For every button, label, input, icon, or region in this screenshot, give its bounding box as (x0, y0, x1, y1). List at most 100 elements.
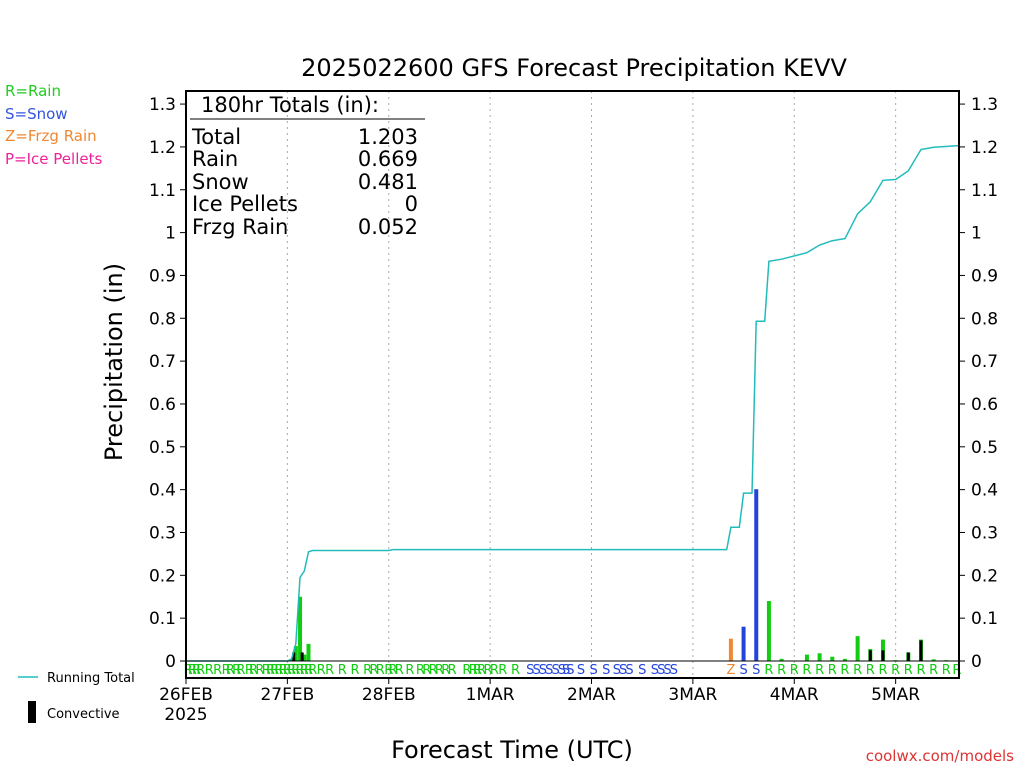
running-total-legend-label: Running Total (47, 671, 135, 686)
y-tick-label-left: 0.4 (149, 481, 176, 501)
ptype-letter: S (532, 663, 540, 678)
convective-bar (292, 652, 296, 661)
convective-layer (292, 640, 923, 661)
ptype-letter: R (790, 663, 799, 678)
ptype-letter: R (952, 663, 961, 678)
convective-bar (906, 652, 910, 661)
ptype-letter: R (764, 663, 773, 678)
ptype-letter: R (222, 663, 231, 678)
y-tick-label-right: 0.3 (971, 523, 998, 543)
precip-bar (842, 658, 847, 661)
ptype-letter: R (469, 663, 478, 678)
precip-bar (289, 658, 294, 661)
ptype-letter: R (462, 663, 471, 678)
ptype-letter: R (192, 663, 201, 678)
precip-bar (779, 658, 784, 661)
totals-label-frzg-rain: Frzg Rain (192, 215, 288, 239)
ptype-letter: R (395, 663, 404, 678)
ptype-letter: R (274, 663, 283, 678)
ptype-letter: S (562, 663, 570, 678)
ptype-letter: R (384, 663, 393, 678)
y-tick-label-left: 1 (165, 224, 176, 244)
ptype-letter: R (511, 663, 520, 678)
ptype-letter: S (670, 663, 678, 678)
x-tick-label: 27FEB (260, 685, 314, 705)
y-tick-label-right: 1.3 (971, 95, 998, 115)
ptype-letter: R (483, 663, 492, 678)
precip-bar (931, 659, 936, 661)
convective-swatch (28, 701, 36, 723)
ptype-letter: R (376, 663, 385, 678)
ptype-letter: R (255, 663, 264, 678)
ptype-letter: R (490, 663, 499, 678)
ptype-letter: S (638, 663, 646, 678)
precip-bar (855, 636, 860, 661)
precip-bar (306, 643, 311, 661)
ptype-letter: R (213, 663, 222, 678)
y-tick-label-right: 0.6 (971, 395, 998, 415)
precip-bar (804, 654, 809, 661)
y-tick-label-left: 1.2 (149, 138, 176, 158)
y-tick-label-right: 0.8 (971, 309, 998, 329)
ptype-letter: R (363, 663, 372, 678)
ptype-letter: R (866, 663, 875, 678)
ptype-letter: R (205, 663, 214, 678)
totals-value-frzg-rain: 0.052 (358, 215, 418, 239)
ptype-letter: S (657, 663, 665, 678)
ptype-letter: R (188, 663, 197, 678)
totals-value-total: 1.203 (358, 125, 418, 149)
ptype-letter: S (551, 663, 559, 678)
x-tick-label: 26FEB (159, 685, 213, 705)
ptype-letter: S (602, 663, 610, 678)
ptype-letter: R (350, 663, 359, 678)
ptype-letter: R (245, 663, 254, 678)
ptype-letter: R (232, 663, 241, 678)
legend-ice-pellets: P=Ice Pellets (5, 150, 102, 168)
ptype-letter: S (613, 663, 621, 678)
x-tick-label: 2MAR (567, 685, 616, 705)
legend-rain: R=Rain (5, 82, 61, 100)
totals-box: 180hr Totals (in): Total 1.203 Rain 0.66… (190, 93, 425, 239)
ptype-letter: R (477, 663, 486, 678)
x-tick-label: 1MAR (466, 685, 515, 705)
ptype-letter: R (270, 663, 279, 678)
y-tick-label-right: 0.5 (971, 438, 998, 458)
ptype-letter: S (663, 663, 671, 678)
x-tick-sublabel: 2025 (164, 705, 207, 725)
ptype-letter: R (916, 663, 925, 678)
ptype-letter: R (249, 663, 258, 678)
ptype-letter: R (815, 663, 824, 678)
ptype-letter: R (777, 663, 786, 678)
totals-heading: 180hr Totals (in): (201, 93, 379, 117)
ptype-letter: S (619, 663, 627, 678)
bar-layer (289, 489, 949, 661)
bottom-legend: Running Total Convective (18, 671, 135, 723)
ptype-letter: S (739, 663, 747, 678)
ptype-letter: R (287, 663, 296, 678)
y-tick-label-right: 0.9 (971, 266, 998, 286)
ptype-letter: R (266, 663, 275, 678)
ptype-letter: R (416, 663, 425, 678)
precip-bar (754, 489, 759, 661)
totals-label-rain: Rain (192, 147, 238, 171)
ptype-letter: R (904, 663, 913, 678)
ptype-letter: R (279, 663, 288, 678)
totals-label-total: Total (191, 125, 241, 149)
ptype-letter: R (196, 663, 205, 678)
totals-value-snow: 0.481 (358, 170, 418, 194)
precip-bar (293, 646, 298, 661)
ptype-letter: S (539, 663, 547, 678)
ptype-letter: R (929, 663, 938, 678)
ptype-letter: R (317, 663, 326, 678)
convective-bar (868, 650, 872, 661)
ptype-letter: S (526, 663, 534, 678)
totals-value-ice-pellets: 0 (405, 192, 418, 216)
ptype-letter: R (473, 663, 482, 678)
precip-bar (302, 654, 307, 661)
totals-value-rain: 0.669 (358, 147, 418, 171)
y-tick-label-right: 1.2 (971, 138, 998, 158)
ptype-letter: R (291, 663, 300, 678)
grid-layer (286, 91, 897, 678)
y-tick-label-left: 0.2 (149, 566, 176, 586)
